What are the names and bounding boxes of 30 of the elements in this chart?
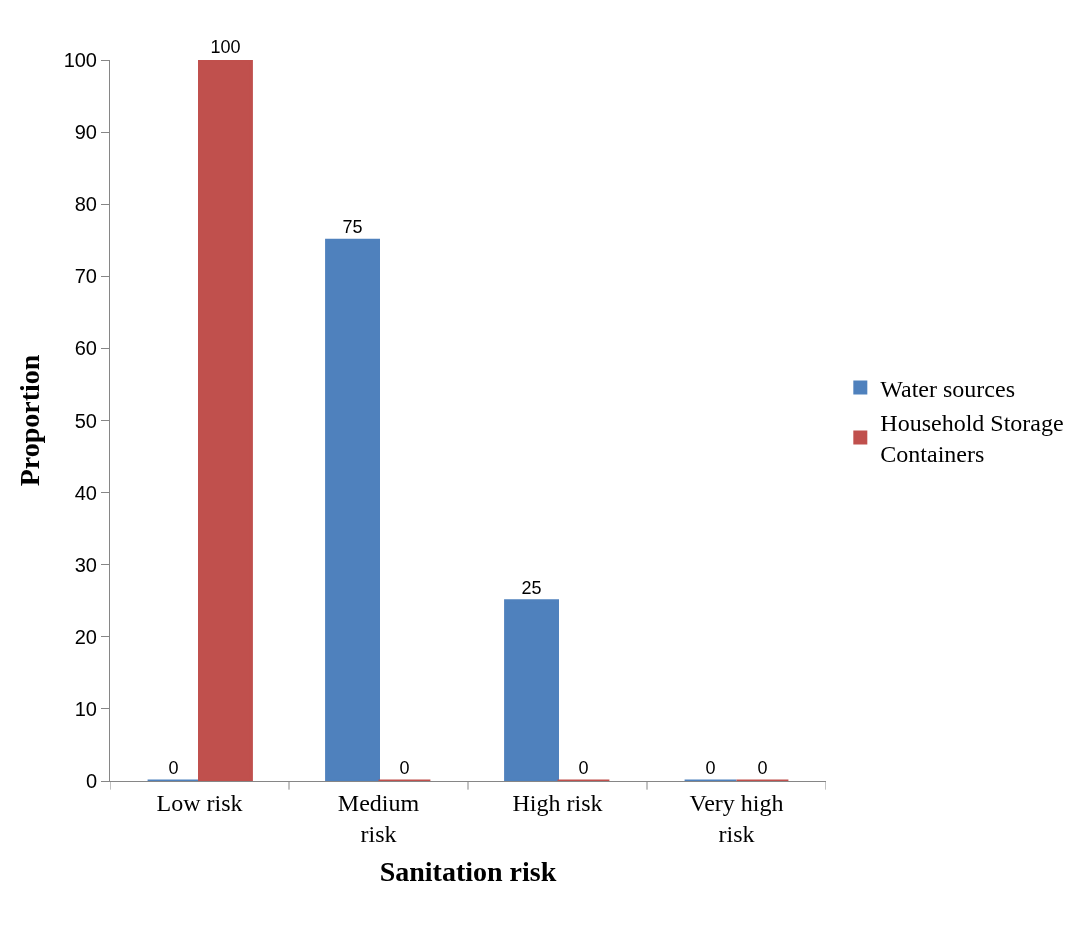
bar bbox=[504, 599, 559, 781]
x-tick-label: Very high risk bbox=[689, 789, 784, 847]
x-tick-label: Low risk bbox=[156, 789, 243, 816]
y-tick-label: 100 bbox=[63, 49, 97, 71]
y-tick-label: 20 bbox=[74, 625, 97, 648]
bar bbox=[325, 238, 380, 781]
legend-label: Water sources bbox=[880, 375, 1015, 402]
y-tick-label: 80 bbox=[74, 193, 97, 216]
y-tick-label: 90 bbox=[74, 121, 97, 144]
x-axis-title: Sanitation risk bbox=[379, 856, 557, 888]
data-label: 0 bbox=[578, 758, 589, 778]
data-label: 0 bbox=[757, 758, 768, 778]
y-tick-label: 60 bbox=[74, 337, 97, 360]
y-tick-label: 30 bbox=[74, 553, 97, 576]
legend-label: Household Storage Containers bbox=[880, 410, 1064, 468]
y-axis-title: Proportion bbox=[14, 354, 46, 487]
y-tick-label: 0 bbox=[85, 770, 97, 792]
data-label: 75 bbox=[342, 217, 363, 238]
data-label: 0 bbox=[399, 758, 410, 778]
y-tick-label: 40 bbox=[74, 481, 97, 504]
x-tick-label: Medium risk bbox=[337, 789, 420, 847]
bar bbox=[198, 60, 253, 781]
x-tick-label: High risk bbox=[512, 789, 603, 816]
y-tick-label: 10 bbox=[74, 697, 97, 720]
data-label: 0 bbox=[168, 758, 179, 778]
data-label: 25 bbox=[521, 577, 542, 598]
y-tick-label: 70 bbox=[74, 265, 97, 288]
y-tick-label: 50 bbox=[74, 409, 97, 432]
data-label: 100 bbox=[210, 37, 241, 57]
data-label: 0 bbox=[705, 758, 716, 778]
